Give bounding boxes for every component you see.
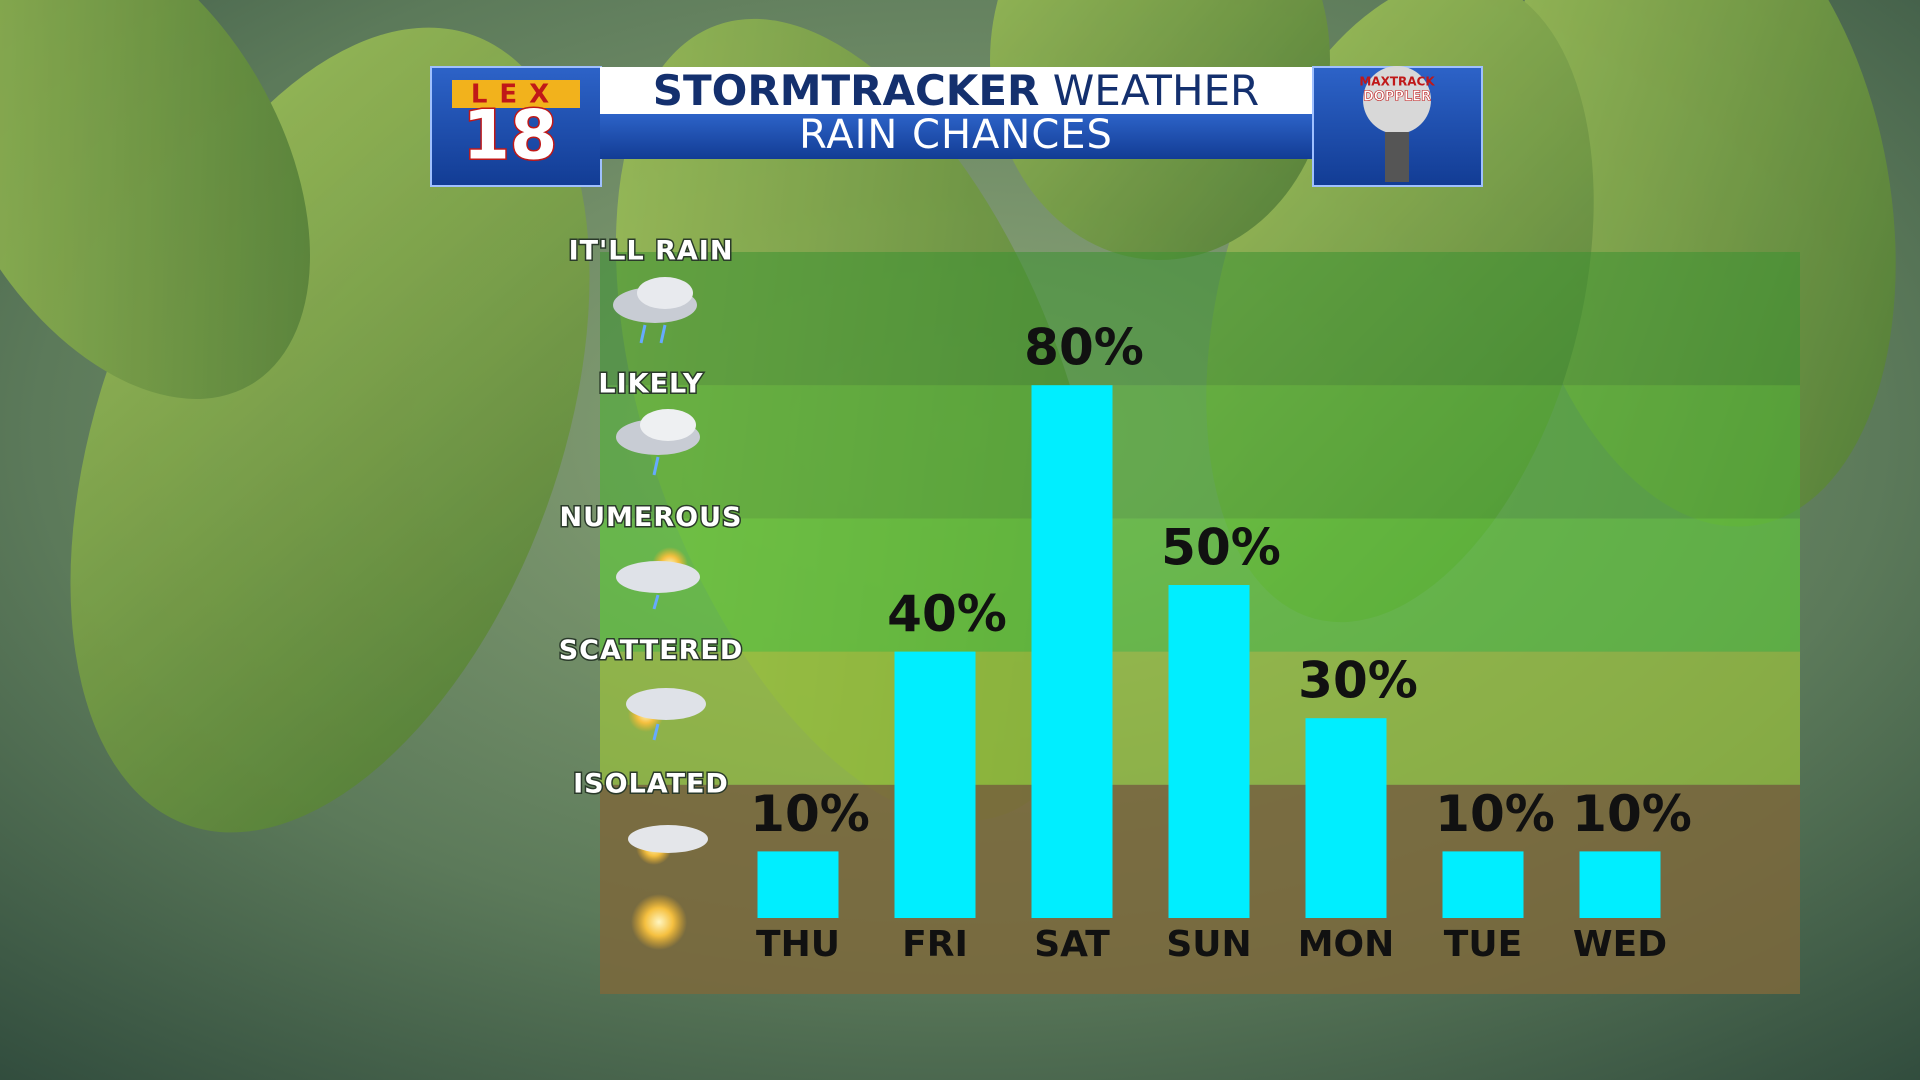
bar xyxy=(894,651,976,918)
x-tick-label: FRI xyxy=(902,924,968,965)
band-label: LIKELY xyxy=(598,369,703,400)
plot: 10% THU 40% FRI 80% SAT 50% SUN 30% MON 10% TUE 10% W… xyxy=(600,252,1800,994)
x-tick-label: MON xyxy=(1298,924,1395,965)
subtitle-bar xyxy=(600,114,1313,159)
band-label: NUMEROUS xyxy=(560,502,743,533)
rain-band xyxy=(600,252,1800,386)
title-bar xyxy=(600,67,1313,114)
x-tick-label: SUN xyxy=(1166,924,1251,965)
bar xyxy=(1305,718,1387,918)
value-label: 80% xyxy=(1024,319,1144,377)
radar-line2: DOPPLER xyxy=(1363,90,1431,105)
value-label: 10% xyxy=(750,785,870,843)
band-label: ISOLATED xyxy=(573,768,729,799)
value-label: 30% xyxy=(1298,652,1418,710)
value-label: 40% xyxy=(887,585,1007,643)
value-label: 10% xyxy=(1435,785,1555,843)
weather-icons xyxy=(613,277,708,950)
radar-tower xyxy=(1385,132,1409,182)
x-tick-label: THU xyxy=(756,924,840,965)
value-label: 10% xyxy=(1572,785,1692,843)
band-labels: ISOLATED SCATTERED NUMEROUS LIKELY IT'LL RAI… xyxy=(557,234,744,801)
logo-strip xyxy=(452,80,580,108)
bar xyxy=(757,851,839,918)
value-label: 50% xyxy=(1161,519,1281,577)
title-bold: STORMTRACKER xyxy=(653,66,1040,115)
radar-line1: MAXTRACK xyxy=(1359,75,1435,89)
bar xyxy=(1168,585,1250,918)
subtitle: RAIN CHANCES xyxy=(799,112,1113,158)
rain-band xyxy=(600,385,1800,519)
band-label: IT'LL RAIN xyxy=(569,236,734,267)
radar-dome xyxy=(1363,66,1431,134)
bar xyxy=(1031,385,1113,918)
bar xyxy=(1442,851,1524,918)
bar xyxy=(1579,851,1661,918)
x-tick-label: TUE xyxy=(1444,924,1522,965)
x-tick-label: WED xyxy=(1573,924,1667,965)
title-light: WEATHER xyxy=(1053,66,1260,115)
band-label: SCATTERED xyxy=(559,635,744,666)
logo-letters: LEX xyxy=(471,80,561,110)
logo-number: 18 xyxy=(463,97,558,176)
x-tick-label: SAT xyxy=(1034,924,1110,965)
title: STORMTRACKER WEATHER xyxy=(653,66,1260,115)
